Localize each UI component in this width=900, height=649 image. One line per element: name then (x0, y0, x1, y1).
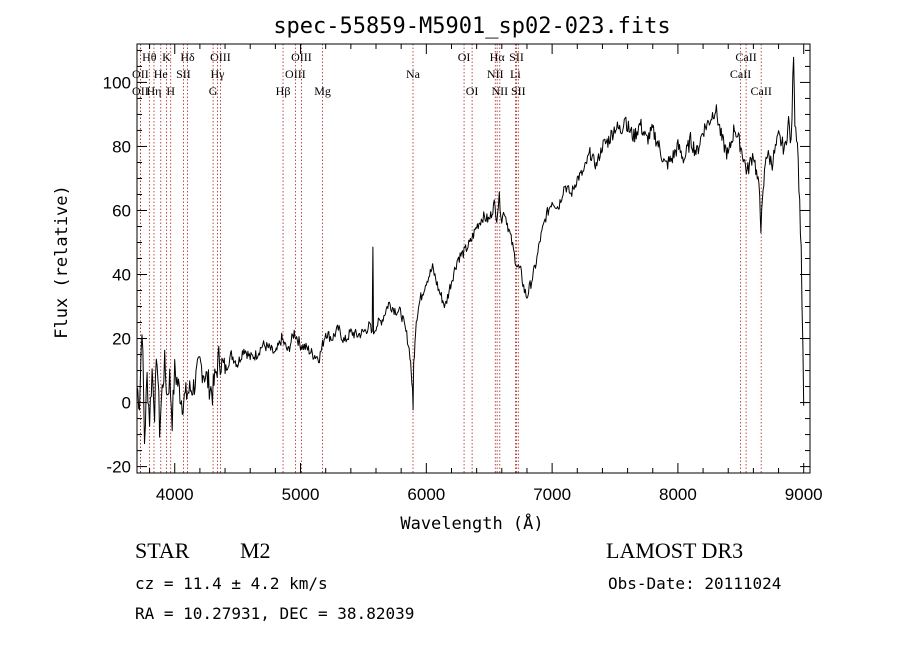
spectral-line-label: OI (466, 84, 479, 98)
flux-series (136, 56, 805, 445)
flux-line (136, 56, 805, 445)
y-axis-label: Flux (relative) (52, 185, 72, 339)
coordinates: RA = 10.27931, DEC = 38.82039 (135, 604, 415, 623)
spectral-line-label: Mg (314, 84, 331, 98)
spectral-line-label: Hγ (211, 67, 226, 81)
x-tick-label: 8000 (659, 485, 697, 504)
observation-date: Obs-Date: 20111024 (608, 574, 782, 593)
spectral-line-label: Li (510, 67, 521, 81)
y-tick-label: 20 (112, 330, 131, 349)
spectral-line-label: SII (176, 67, 191, 81)
x-tick-label: 7000 (533, 485, 571, 504)
x-tick-label: 4000 (156, 485, 194, 504)
axis-ticks: 4000 5000 6000 7000 8000 9000 -20 0 20 40 60 80 100 (103, 44, 823, 504)
spectral-line-label: G (209, 84, 218, 98)
spectral-line-label: Hδ (180, 50, 195, 64)
x-axis-label: Wavelength (Å) (400, 512, 543, 534)
spectral-line-label: K (162, 50, 171, 64)
plot-frame (136, 43, 811, 474)
spectral-line-label: OIII (285, 67, 306, 81)
spectral-line-label: H (166, 84, 175, 98)
spectral-line-label: OI (458, 50, 471, 64)
spectral-line-label: Hα (490, 50, 506, 64)
x-tick-label: 9000 (785, 485, 823, 504)
spectral-line-label: OIII (210, 50, 231, 64)
spectral-line-label: CaII (751, 84, 772, 98)
object-subclass: M2 (240, 538, 271, 563)
spectral-line-label: SII (509, 50, 524, 64)
spectral-line-label: Na (406, 67, 421, 81)
y-tick-label: 100 (103, 73, 131, 92)
redshift-cz: cz = 11.4 ± 4.2 km/s (135, 574, 328, 593)
spectral-line-label: Hθ (142, 50, 157, 64)
chart-title: spec-55859-M5901_sp02-023.fits (273, 14, 670, 39)
spectral-line-label: Hη (147, 84, 162, 98)
spectral-line-label: CaII (730, 67, 751, 81)
survey-name: LAMOST DR3 (606, 538, 744, 563)
spectral-line-label: NII (491, 84, 508, 98)
y-tick-label: -20 (106, 458, 131, 477)
y-tick-label: 60 (112, 201, 131, 220)
spectral-line-label: CaII (735, 50, 756, 64)
spectral-line-label: He (154, 67, 168, 81)
object-class: STAR (135, 538, 190, 563)
spectral-line-label: SII (511, 84, 526, 98)
spectral-line-label: OII (132, 84, 149, 98)
spectrum-chart: spec-55859-M5901_sp02-023.fits HθOIIOIIH… (52, 14, 823, 534)
y-tick-label: 40 (112, 266, 131, 285)
spectral-line-label: OIII (291, 50, 312, 64)
spectral-line-label: OII (132, 67, 149, 81)
y-tick-label: 0 (122, 394, 131, 413)
spectral-line-label: Hβ (276, 84, 291, 98)
spectral-line-label: NII (487, 67, 504, 81)
y-tick-label: 80 (112, 137, 131, 156)
x-tick-label: 5000 (282, 485, 320, 504)
x-tick-label: 6000 (407, 485, 445, 504)
